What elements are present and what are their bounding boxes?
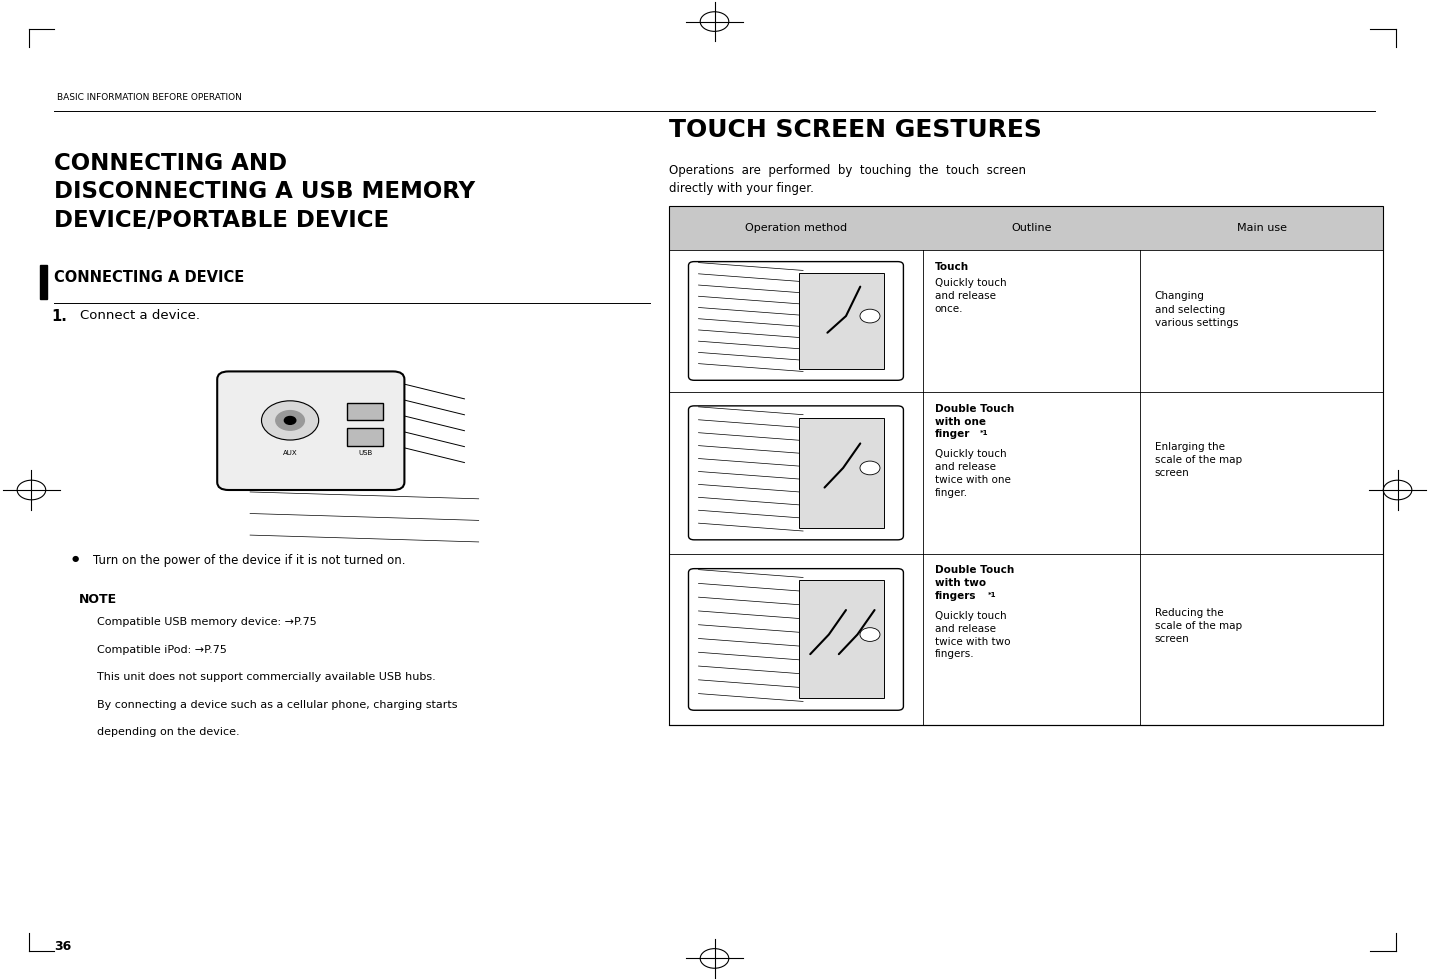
Circle shape [860,310,880,323]
Text: Outline: Outline [1012,222,1052,233]
Text: Quickly touch
and release
twice with one
finger.: Quickly touch and release twice with one… [935,449,1010,498]
Text: 1.: 1. [51,309,67,323]
Text: Compatible USB memory device: →P.75: Compatible USB memory device: →P.75 [97,617,317,627]
Text: 36: 36 [54,940,71,953]
Text: Quickly touch
and release
once.: Quickly touch and release once. [935,278,1006,314]
Text: Enlarging the
scale of the map
screen: Enlarging the scale of the map screen [1155,442,1242,478]
Circle shape [284,416,296,424]
Circle shape [860,628,880,642]
Text: Touch: Touch [935,262,969,271]
Circle shape [262,401,319,440]
Text: *1: *1 [980,430,989,436]
Circle shape [860,462,880,475]
Text: Compatible iPod: →P.75: Compatible iPod: →P.75 [97,645,227,655]
Text: USB: USB [359,450,372,456]
Text: Operation method: Operation method [745,222,847,233]
Text: This unit does not support commercially available USB hubs.: This unit does not support commercially … [97,672,436,682]
Text: ●: ● [71,554,79,563]
FancyBboxPatch shape [689,568,903,710]
Text: By connecting a device such as a cellular phone, charging starts: By connecting a device such as a cellula… [97,700,457,710]
Text: CONNECTING AND
DISCONNECTING A USB MEMORY
DEVICE/PORTABLE DEVICE: CONNECTING AND DISCONNECTING A USB MEMOR… [54,152,476,231]
Text: *1: *1 [987,592,996,598]
Bar [669,206,1383,250]
Bar [40,265,47,299]
Bar [799,580,885,699]
Text: Turn on the power of the device if it is not turned on.: Turn on the power of the device if it is… [93,554,406,566]
Bar [799,417,885,528]
Text: depending on the device.: depending on the device. [97,727,240,737]
Bar [347,403,383,420]
Text: Quickly touch
and release
twice with two
fingers.: Quickly touch and release twice with two… [935,611,1010,660]
Text: NOTE: NOTE [79,593,117,606]
Text: AUX: AUX [283,450,297,456]
FancyBboxPatch shape [217,371,404,490]
FancyBboxPatch shape [689,262,903,380]
Bar [347,428,383,446]
Text: BASIC INFORMATION BEFORE OPERATION: BASIC INFORMATION BEFORE OPERATION [57,93,242,102]
Text: CONNECTING A DEVICE: CONNECTING A DEVICE [54,270,244,284]
Text: Main use: Main use [1238,222,1286,233]
Text: Connect a device.: Connect a device. [80,309,200,321]
Text: Reducing the
scale of the map
screen: Reducing the scale of the map screen [1155,608,1242,644]
FancyBboxPatch shape [689,406,903,540]
Bar [799,273,885,368]
Circle shape [276,411,304,430]
Text: Changing
and selecting
various settings: Changing and selecting various settings [1155,291,1238,327]
Text: TOUCH SCREEN GESTURES: TOUCH SCREEN GESTURES [669,118,1042,141]
Text: Double Touch
with two
fingers: Double Touch with two fingers [935,565,1013,601]
Bar [669,206,1383,725]
Text: Double Touch
with one
finger: Double Touch with one finger [935,404,1013,439]
Text: Operations  are  performed  by  touching  the  touch  screen
directly with your : Operations are performed by touching the… [669,164,1026,195]
